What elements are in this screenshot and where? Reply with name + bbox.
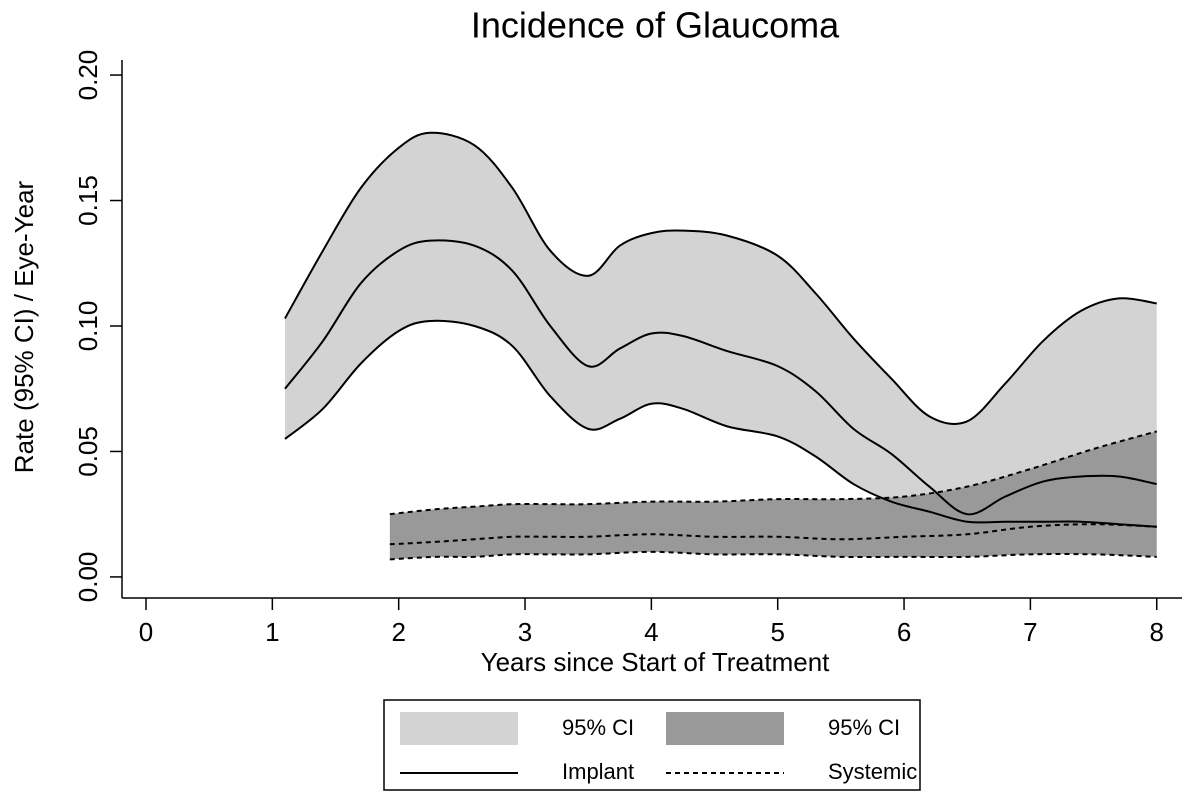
x-tick-label: 0	[139, 617, 153, 647]
x-tick-label: 7	[1023, 617, 1037, 647]
x-tick-label: 2	[391, 617, 405, 647]
ci-line	[389, 550, 1157, 561]
y-tick-label: 0.05	[73, 426, 103, 477]
legend-label: 95% CI	[828, 715, 900, 740]
chart-title: Incidence of Glaucoma	[471, 5, 840, 46]
x-tick-label: 1	[265, 617, 279, 647]
ci-band	[389, 431, 1157, 560]
x-tick-label: 8	[1149, 617, 1163, 647]
ci-line	[284, 319, 1157, 528]
ci-line	[389, 430, 1157, 516]
x-axis-title: Years since Start of Treatment	[481, 647, 831, 677]
x-tick-label: 3	[518, 617, 532, 647]
ci-band	[284, 132, 1157, 527]
y-tick-label: 0.15	[73, 175, 103, 226]
legend-label: 95% CI	[562, 715, 634, 740]
y-tick-label: 0.00	[73, 552, 103, 603]
series-line	[389, 523, 1157, 546]
x-tick-label: 6	[897, 617, 911, 647]
legend-swatch	[400, 712, 518, 745]
x-tick-label: 4	[644, 617, 658, 647]
x-tick-label: 5	[770, 617, 784, 647]
y-axis-title: Rate (95% CI) / Eye-Year	[9, 180, 39, 473]
y-tick-label: 0.10	[73, 301, 103, 352]
ci-line	[284, 131, 1157, 426]
legend-swatch	[666, 712, 784, 745]
legend-label: Implant	[562, 759, 634, 784]
y-tick-label: 0.20	[73, 50, 103, 101]
series-line	[284, 239, 1157, 516]
legend-label: Systemic	[828, 759, 917, 784]
